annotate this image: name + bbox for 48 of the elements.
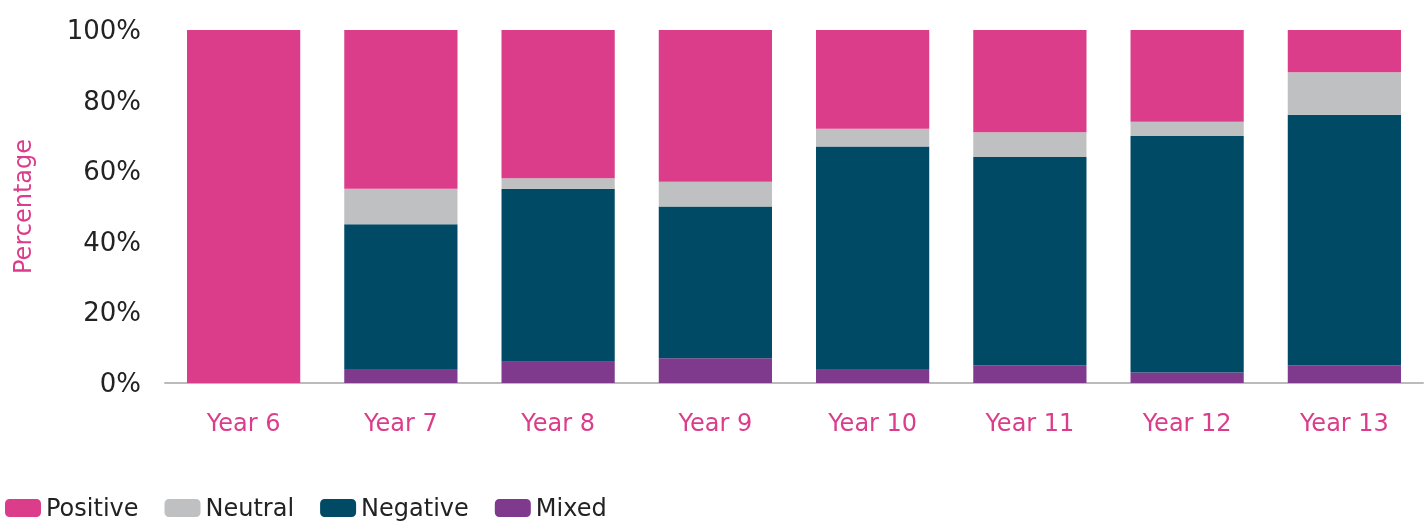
y-tick-label: 40% bbox=[83, 226, 141, 257]
y-tick-label: 80% bbox=[83, 85, 141, 116]
bar bbox=[1130, 372, 1244, 383]
bar bbox=[1130, 135, 1244, 373]
bar bbox=[973, 30, 1087, 133]
bar bbox=[973, 365, 1087, 383]
y-tick-label: 60% bbox=[83, 156, 141, 187]
bar bbox=[501, 178, 615, 189]
bar bbox=[501, 361, 615, 383]
bar bbox=[1287, 30, 1401, 73]
bar bbox=[658, 30, 772, 182]
x-tick-label: Year 10 bbox=[827, 409, 918, 437]
bar bbox=[1130, 121, 1244, 136]
bar bbox=[344, 368, 458, 383]
x-tick-label: Year 7 bbox=[363, 409, 438, 437]
x-tick-label: Year 13 bbox=[1298, 409, 1389, 437]
bar bbox=[658, 206, 772, 359]
bar bbox=[1287, 114, 1401, 366]
bar bbox=[501, 30, 615, 179]
bar bbox=[1130, 30, 1244, 122]
legend-label: Negative bbox=[361, 494, 469, 522]
x-tick-label: Year 11 bbox=[984, 409, 1075, 437]
bar bbox=[344, 30, 458, 189]
y-tick-label: 0% bbox=[99, 368, 141, 398]
bar bbox=[816, 30, 930, 129]
bar bbox=[1287, 72, 1401, 115]
bar bbox=[1287, 365, 1401, 383]
bar bbox=[816, 368, 930, 383]
legend-label: Mixed bbox=[535, 494, 607, 522]
bar bbox=[501, 188, 615, 362]
x-tick-label: Year 8 bbox=[520, 409, 595, 437]
legend-label: Positive bbox=[46, 494, 139, 522]
bar bbox=[973, 157, 1087, 366]
x-tick-label: Year 9 bbox=[677, 409, 753, 437]
bar bbox=[344, 224, 458, 369]
bar bbox=[344, 188, 458, 225]
bar bbox=[187, 30, 301, 383]
y-tick-label: 100% bbox=[66, 15, 141, 45]
bar bbox=[816, 146, 930, 369]
bar bbox=[658, 358, 772, 383]
bar bbox=[816, 128, 930, 147]
legend-label: Neutral bbox=[205, 494, 295, 522]
y-tick-label: 20% bbox=[83, 297, 141, 328]
x-tick-label: Year 6 bbox=[205, 409, 281, 437]
x-tick-label: Year 12 bbox=[1141, 409, 1232, 437]
y-axis-title: Percentage bbox=[9, 138, 37, 275]
bar bbox=[658, 181, 772, 207]
bar bbox=[973, 132, 1087, 158]
